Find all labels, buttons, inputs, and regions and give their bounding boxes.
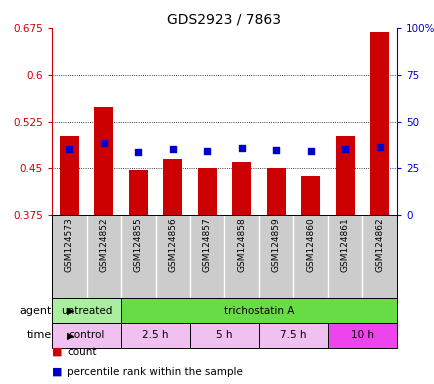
Bar — [301, 176, 319, 215]
Point — [306, 148, 313, 154]
Text: 10 h: 10 h — [350, 331, 373, 341]
Point — [135, 149, 141, 155]
Text: time: time — [26, 331, 52, 341]
Text: GSM124852: GSM124852 — [99, 217, 108, 272]
Bar — [190, 323, 258, 348]
Point — [203, 148, 210, 154]
Text: GSM124855: GSM124855 — [133, 217, 142, 272]
Bar — [52, 323, 121, 348]
Text: 2.5 h: 2.5 h — [142, 331, 168, 341]
Bar — [128, 170, 148, 215]
Bar — [59, 136, 79, 215]
Bar — [335, 136, 354, 215]
Text: ▶: ▶ — [66, 331, 74, 341]
Text: GSM124859: GSM124859 — [271, 217, 280, 272]
Bar — [121, 323, 190, 348]
Bar — [94, 107, 113, 215]
Text: untreated: untreated — [61, 306, 112, 316]
Text: GSM124857: GSM124857 — [202, 217, 211, 272]
Bar — [266, 168, 285, 215]
Text: count: count — [67, 347, 96, 357]
Point — [100, 140, 107, 146]
Text: agent: agent — [20, 306, 52, 316]
Point — [238, 145, 245, 151]
Bar — [121, 298, 396, 323]
Text: percentile rank within the sample: percentile rank within the sample — [67, 367, 243, 377]
Point — [66, 146, 72, 152]
Text: GSM124573: GSM124573 — [65, 217, 74, 272]
Text: trichostatin A: trichostatin A — [224, 306, 293, 316]
Text: GSM124860: GSM124860 — [306, 217, 315, 272]
Title: GDS2923 / 7863: GDS2923 / 7863 — [167, 13, 281, 27]
Text: 5 h: 5 h — [216, 331, 232, 341]
Bar — [258, 323, 327, 348]
Text: GSM124858: GSM124858 — [237, 217, 246, 272]
Point — [341, 146, 348, 152]
Bar — [163, 159, 182, 215]
Text: ■: ■ — [52, 367, 62, 377]
Point — [272, 147, 279, 153]
Bar — [52, 298, 121, 323]
Bar — [232, 162, 251, 215]
Point — [375, 144, 382, 150]
Text: GSM124856: GSM124856 — [168, 217, 177, 272]
Text: GSM124861: GSM124861 — [340, 217, 349, 272]
Bar — [197, 168, 216, 215]
Text: ■: ■ — [52, 347, 62, 357]
Text: GSM124862: GSM124862 — [375, 217, 383, 272]
Bar — [327, 323, 396, 348]
Text: 7.5 h: 7.5 h — [279, 331, 306, 341]
Text: control: control — [68, 331, 105, 341]
Point — [169, 146, 176, 152]
Bar — [369, 32, 388, 215]
Text: ▶: ▶ — [66, 306, 74, 316]
